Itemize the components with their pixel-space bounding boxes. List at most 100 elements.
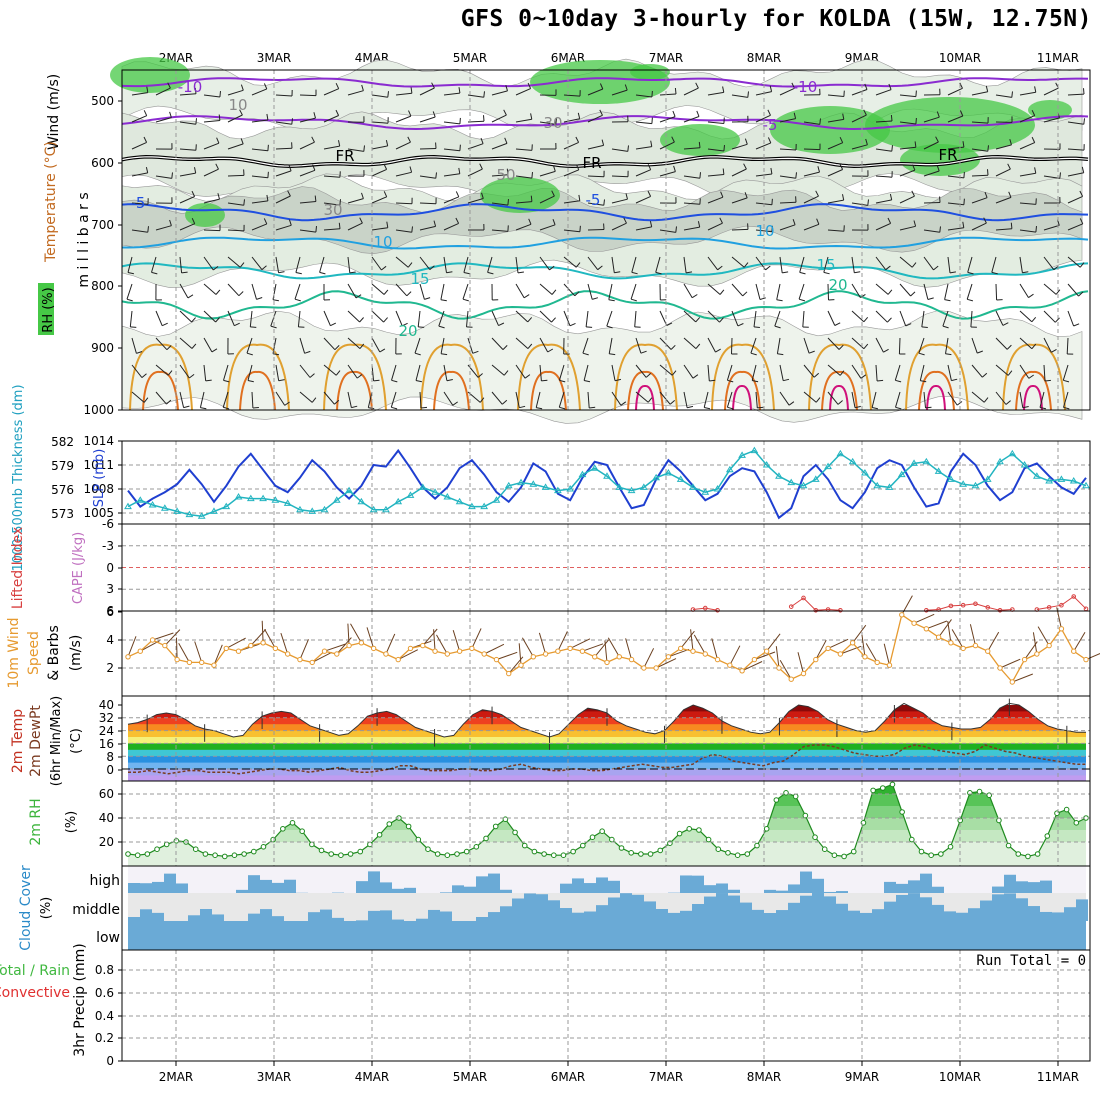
- wind-barb: [515, 256, 519, 273]
- wind-barb-flag: [877, 379, 884, 382]
- wind-barb: [779, 201, 797, 204]
- wind-barb: [395, 141, 411, 150]
- wind-speed-point: [358, 640, 365, 646]
- wind-barb-flag: [1009, 139, 1012, 146]
- wind-barb-flag: [480, 137, 484, 144]
- wind-barb-flag: [1031, 109, 1036, 116]
- thickness-point: [345, 486, 353, 494]
- wind-barb: [155, 225, 172, 231]
- wind-barb-flag: [559, 406, 566, 410]
- cloud-middle-bar: [1016, 898, 1028, 921]
- thickness-point: [418, 483, 427, 490]
- wind-barb-flag: [217, 193, 220, 200]
- wind-barb-flag: [910, 291, 916, 297]
- wind-barb-flag: [549, 265, 555, 271]
- wind-barb-flag: [151, 271, 158, 275]
- wind-barb-flag: [1006, 344, 1012, 350]
- temp-contour-25: [226, 343, 290, 411]
- wind-barb: [155, 310, 163, 326]
- wind-barb: [419, 175, 436, 179]
- wind-barb-flag: [771, 225, 773, 232]
- wind-barb-flag: [951, 378, 958, 382]
- wind-barb: [1067, 223, 1083, 231]
- wind-barb-flag: [295, 272, 302, 275]
- precip-y-tick: 0.6: [95, 986, 114, 1000]
- wind-barb-flag: [717, 265, 723, 271]
- wind-barb: [707, 310, 720, 323]
- wind-barb: [347, 283, 357, 299]
- wind-barb-flag: [551, 317, 556, 323]
- wind-barb: [295, 256, 301, 273]
- wind-barb: [203, 256, 214, 271]
- wind-barb-flag: [1079, 190, 1084, 197]
- wind-barb-flag: [418, 326, 425, 328]
- wind-barb-flag: [431, 82, 435, 89]
- wind-speed-point: [1034, 651, 1040, 657]
- wind-barb: [203, 94, 220, 98]
- wind-barb: [731, 256, 745, 268]
- temp-label: 2m Temp: [10, 709, 26, 773]
- wind-barb-flag: [575, 164, 580, 171]
- wind-barb-10m: [452, 630, 461, 652]
- wind-barb-flag: [1022, 271, 1029, 274]
- wind-barb-flag: [1028, 374, 1034, 379]
- wind-barb-flag: [704, 407, 711, 410]
- wind-barb: [707, 256, 718, 271]
- rh-point: [657, 847, 664, 854]
- wind-barb-flag: [191, 317, 196, 323]
- wind-barb: [347, 90, 364, 96]
- thickness-point: [1057, 475, 1066, 482]
- wind-barb-flag: [272, 299, 279, 302]
- wind-barb-flag: [987, 145, 989, 152]
- wind-speed-point: [911, 620, 917, 626]
- wind-barb-flag: [481, 192, 484, 199]
- thickness-y-tick: 576: [51, 483, 74, 497]
- wind-barb: [299, 169, 316, 177]
- wind-barb-flag: [559, 379, 566, 383]
- precip-total-label: Total / Rain: [0, 963, 70, 979]
- wind-barb-flag: [391, 379, 398, 383]
- wind-speed-point: [800, 670, 807, 677]
- thickness-point: [689, 483, 697, 490]
- wind-barb: [995, 228, 1012, 231]
- wind-speed-point: [923, 626, 930, 632]
- wind-barb-flag: [743, 262, 749, 268]
- wind-barb-10m: [594, 639, 609, 658]
- rh-point: [134, 852, 141, 859]
- wind-barb: [851, 391, 856, 408]
- cloud-high-bar: [692, 875, 704, 893]
- wind-barb-flag: [205, 379, 212, 382]
- wind-barb: [347, 148, 364, 152]
- wind-barb: [971, 174, 989, 177]
- wind-barb-flag: [747, 91, 749, 98]
- wind-barb-flag: [314, 195, 317, 202]
- wind-barb-flag: [1035, 226, 1037, 233]
- wind-barb-10m: [582, 643, 604, 652]
- date-label-bottom: 3MAR: [257, 1070, 292, 1084]
- wind-barb-flag: [252, 407, 259, 409]
- rh-point: [763, 826, 770, 832]
- wind-barb-flag: [651, 117, 653, 124]
- wind-barb: [587, 202, 604, 206]
- wind-barb-flag: [215, 163, 219, 170]
- wind-barb-flag: [640, 350, 647, 354]
- wind-barb: [155, 87, 171, 96]
- wind-barb-flag: [834, 322, 841, 326]
- wind-y-tick: 2: [106, 661, 114, 675]
- wind-barb: [1039, 391, 1045, 408]
- date-label-bottom: 2MAR: [159, 1070, 194, 1084]
- thickness-point: [160, 504, 169, 511]
- wind-barb-10m: [643, 648, 655, 669]
- cloud-middle-bar: [812, 893, 824, 921]
- wind-barb: [131, 391, 145, 403]
- wind-barb: [803, 171, 820, 177]
- wind-y-tick: 4: [106, 633, 114, 647]
- wind-barb-flag: [247, 380, 254, 383]
- wind-barb-flag: [753, 326, 760, 328]
- wind-barb: [635, 391, 649, 403]
- rh-point: [580, 842, 586, 849]
- wind-speed-point: [886, 662, 893, 668]
- wind-barb-flag: [854, 271, 861, 274]
- wind-barb: [587, 114, 603, 123]
- wind-barb-flag: [935, 136, 939, 143]
